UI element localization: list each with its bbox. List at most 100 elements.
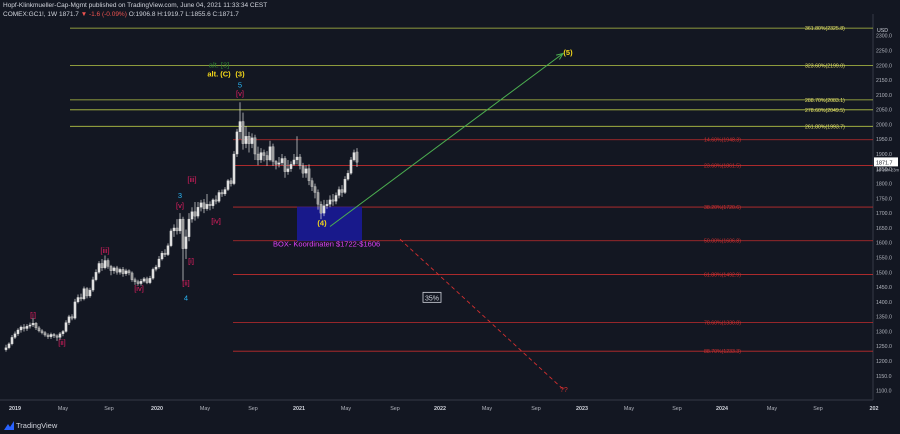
price-tick-label: 2150.0	[876, 78, 892, 84]
last-price-label: 1871.7	[59, 11, 79, 18]
price-tick-label: 1600.0	[876, 241, 892, 247]
time-tick-label: May	[767, 406, 777, 412]
candle-body	[304, 168, 308, 174]
candle-body	[100, 263, 104, 269]
candle-body	[331, 199, 335, 202]
time-tick-label: 2021	[293, 406, 305, 412]
wave-label: 4	[184, 293, 188, 302]
candle-body	[307, 168, 311, 181]
candle-body	[124, 270, 128, 274]
wave-label: [ii]	[182, 279, 190, 288]
candle-body	[301, 165, 305, 174]
candle-body	[139, 281, 143, 284]
candles	[4, 102, 359, 352]
price-tick-label: 1700.0	[876, 211, 892, 217]
candle-body	[310, 180, 314, 187]
wave-label: (5)	[563, 48, 573, 57]
wave-label: [i]	[30, 310, 36, 319]
fib-label: 23.60%(1861.5)	[704, 163, 741, 169]
candle-body	[148, 278, 152, 283]
candle-body	[262, 152, 266, 156]
candle-body	[160, 252, 164, 260]
price-tick-label: 1300.0	[876, 329, 892, 335]
price-tick-label: 1350.0	[876, 315, 892, 321]
candle-body	[199, 202, 203, 208]
candle-body	[325, 204, 329, 206]
fib-label: 278.60%(2049.5)	[805, 108, 845, 114]
candle-body	[298, 156, 302, 167]
candle-body	[295, 156, 299, 161]
candle-body	[190, 211, 194, 220]
fib-label: 50.00%(1606.8)	[704, 239, 741, 245]
candle-body	[223, 189, 227, 195]
time-tick-label: Sep	[104, 406, 114, 412]
price-tick-label: 2300.0	[876, 34, 892, 40]
candle-body	[121, 269, 125, 274]
candle-body	[40, 330, 44, 333]
bearish-target-label: ??	[560, 387, 568, 394]
candle-body	[196, 207, 200, 217]
wave-labels: [i][ii][iii][iv]3[iii][v][iv][i][ii]45[v…	[30, 48, 573, 347]
candle-body	[4, 347, 8, 350]
price-tick-label: 1800.0	[876, 182, 892, 188]
last-price-value: 1871.7	[876, 160, 893, 166]
fib-levels: 361.80%(2325.8) 323.60%(2199.0) 288.70%(20…	[70, 26, 873, 355]
candle-body	[172, 227, 176, 232]
ohlc-label: O:1906.8 H:1919.7 L:1855.6 C:1871.7	[128, 11, 239, 18]
wave-label: [iv]	[134, 284, 144, 293]
candle-body	[133, 279, 137, 282]
candle-body	[178, 218, 182, 232]
candle-body	[22, 326, 26, 329]
price-axis-unit: USD	[877, 28, 888, 34]
candle-body	[13, 333, 17, 338]
candle-body	[328, 199, 332, 205]
candle-body	[322, 205, 326, 214]
candle-body	[313, 186, 317, 193]
price-tick-label: 1950.0	[876, 137, 892, 143]
price-tick-label: 1150.0	[876, 374, 892, 380]
candle-body	[85, 288, 89, 297]
candle-body	[163, 252, 167, 255]
candle-body	[286, 168, 290, 172]
candle-body	[220, 192, 224, 195]
time-tick-label: 2024	[716, 406, 728, 412]
symbol-label: COMEX:GC1!, 1W	[3, 11, 58, 18]
candle-body	[187, 218, 191, 237]
wave-label: [iii]	[187, 175, 196, 184]
wave-label: (4)	[317, 219, 327, 228]
price-tick-label: 1450.0	[876, 285, 892, 291]
candle-body	[136, 281, 140, 284]
candle-body	[94, 272, 98, 280]
candle-body	[235, 131, 239, 155]
fib-label: 38.20%(1720.6)	[704, 205, 741, 211]
price-tick-label: 1200.0	[876, 359, 892, 365]
candle-body	[217, 192, 221, 202]
footer-bar: TradingView	[0, 419, 900, 434]
candle-body	[346, 173, 350, 180]
fib-label: 288.70%(2083.1)	[805, 98, 845, 104]
candle-body	[355, 151, 359, 163]
candle-body	[34, 323, 38, 329]
candle-body	[193, 211, 197, 217]
candle-body	[205, 204, 209, 209]
time-tick-label: Sep	[248, 406, 258, 412]
wave-label: BOX- Koordinaten $1722-$1606	[273, 240, 380, 249]
price-tick-label: 1900.0	[876, 152, 892, 158]
price-tick-label: 1850.0	[876, 167, 892, 173]
symbol-ohlc-line: COMEX:GC1!, 1W 1871.7 ▼ -1.6 (-0.09%) O:…	[3, 11, 239, 18]
time-axis[interactable]: 2019 May Sep 2020 May Sep 2021 May Sep 2022 May Sep…	[9, 406, 879, 412]
candle-body	[79, 297, 83, 300]
candle-body	[151, 269, 155, 279]
candle-body	[73, 301, 77, 319]
wave5-projection-line	[329, 53, 564, 227]
time-tick-label: May	[200, 406, 210, 412]
candle-body	[109, 266, 113, 271]
candle-body	[343, 179, 347, 193]
time-tick-label: 2022	[434, 406, 446, 412]
candle-body	[76, 297, 80, 303]
candle-body	[115, 267, 119, 273]
candle-body	[208, 204, 212, 206]
candle-body	[316, 192, 320, 205]
